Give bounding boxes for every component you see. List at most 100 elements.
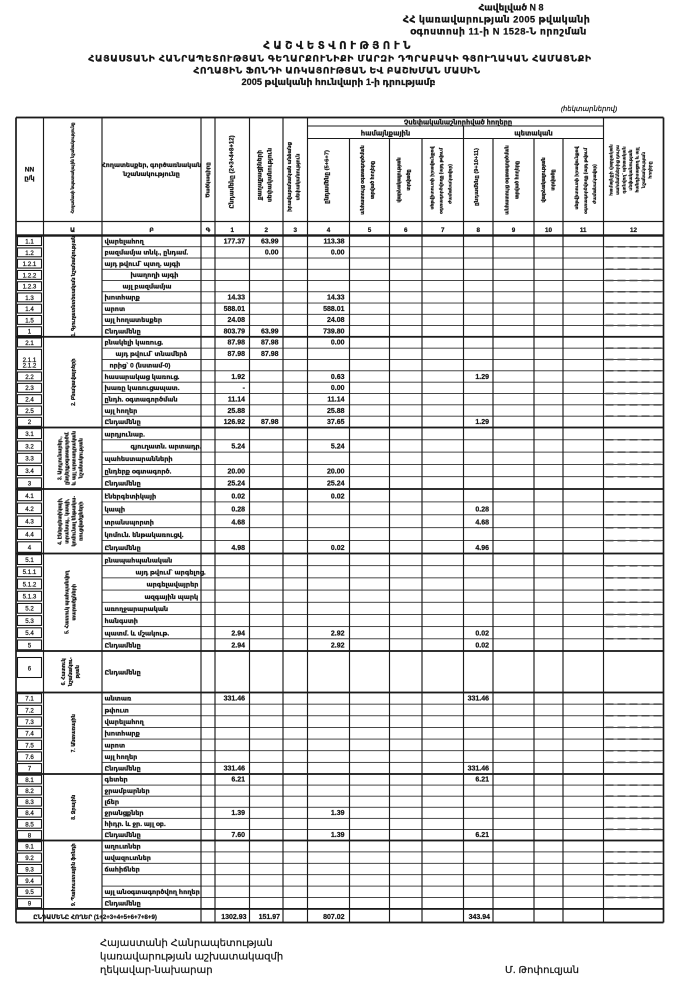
svg-text:12: 12 — [630, 227, 638, 234]
svg-text:20.00: 20.00 — [227, 468, 245, 475]
svg-text:1.2.2: 1.2.2 — [23, 272, 37, 279]
svg-text:0.00: 0.00 — [331, 250, 345, 257]
svg-text:2: 2 — [28, 419, 32, 426]
svg-text:Հողամասի նպատակային նշանակությ: Հողամասի նպատակային նշանակությունը — [70, 122, 75, 213]
svg-text:բնակելի կառուց.: բնակելի կառուց. — [105, 340, 164, 347]
svg-text:8.3: 8.3 — [25, 799, 34, 806]
svg-text:այդ թվում` պտղ. այգի: այդ թվում` պտղ. այգի — [105, 261, 181, 268]
svg-text:10: 10 — [545, 227, 553, 234]
svg-text:11: 11 — [580, 227, 587, 234]
svg-text:2.92: 2.92 — [331, 643, 345, 650]
svg-text:լճեր: լճեր — [105, 799, 120, 806]
svg-text:աղուտներ: աղուտներ — [105, 844, 141, 851]
svg-text:ռուցվածքների: ռուցվածքների — [79, 502, 85, 541]
svg-text:151.97: 151.97 — [259, 914, 281, 921]
svg-text:9.5: 9.5 — [25, 889, 34, 896]
svg-text:սերվիտուտի իրավունքով: սերվիտուտի իրավունքով — [430, 146, 435, 210]
svg-text:1.1: 1.1 — [25, 239, 34, 246]
svg-text:Ընդամենը: Ընդամենը — [105, 832, 141, 839]
svg-text:4.68: 4.68 — [231, 519, 245, 526]
svg-text:0.02: 0.02 — [475, 630, 489, 637]
svg-text:331.46: 331.46 — [224, 766, 246, 773]
svg-text:343.94: 343.94 — [469, 914, 491, 921]
svg-text:օգտագործվողը (այդ թվում: օգտագործվողը (այդ թվում — [439, 147, 444, 214]
svg-text:1.29: 1.29 — [475, 419, 489, 426]
svg-text:համայնքի վարչական: համայնքի վարչական — [609, 144, 614, 196]
svg-text:5.1.1: 5.1.1 — [23, 569, 37, 576]
svg-text:7: 7 — [441, 227, 445, 234]
svg-text:9.4: 9.4 — [25, 878, 34, 885]
svg-text:8.2: 8.2 — [25, 788, 34, 795]
svg-text:ավազուտներ: ավազուտներ — [105, 855, 151, 862]
svg-text:4: 4 — [327, 227, 331, 234]
svg-text:0.02: 0.02 — [331, 494, 345, 501]
svg-text:ընդամենը (9+10+11): ընդամենը (9+10+11) — [474, 148, 480, 206]
svg-text:Ընդամենը: Ընդամենը — [105, 419, 141, 426]
svg-text:ՀՀ կառավարության 2005 թվականի: ՀՀ կառավարության 2005 թվականի — [403, 14, 590, 25]
svg-text:6. Հատուկ: 6. Հատուկ — [61, 658, 67, 685]
svg-text:համայնքային: համայնքային — [361, 130, 411, 137]
svg-text:1.29: 1.29 — [475, 374, 489, 381]
svg-text:կոմունալ ենթակա-: կոմունալ ենթակա- — [72, 496, 78, 547]
svg-text:9: 9 — [28, 901, 32, 908]
svg-text:331.46: 331.46 — [468, 696, 490, 703]
svg-text:8: 8 — [476, 227, 480, 234]
svg-text:Ա: Ա — [70, 227, 75, 234]
svg-text:7.4: 7.4 — [25, 731, 34, 738]
svg-text:87.98: 87.98 — [261, 351, 279, 358]
svg-text:3.4: 3.4 — [25, 468, 34, 475]
svg-text:տրված հողերը: տրված հողերը — [370, 161, 376, 199]
svg-text:Հ Ա Շ Վ Ե Տ Վ Ո Ւ Թ Յ Ո Ւ Ն: Հ Ա Շ Վ Ե Տ Վ Ո Ւ Թ Յ Ո Ւ Ն — [263, 41, 411, 52]
svg-text:1.39: 1.39 — [231, 810, 245, 817]
svg-text:177.37: 177.37 — [224, 238, 246, 245]
svg-text:1.2.1: 1.2.1 — [23, 261, 37, 268]
svg-text:25.88: 25.88 — [327, 408, 345, 415]
svg-text:2005 թվականի հունվարի 1-ի դրու: 2005 թվականի հունվարի 1-ի դրությամբ — [242, 77, 436, 87]
svg-text:63.99: 63.99 — [261, 238, 279, 245]
svg-text:4.1: 4.1 — [25, 493, 34, 500]
svg-text:24.08: 24.08 — [227, 317, 245, 324]
svg-text:11.14: 11.14 — [228, 396, 245, 403]
svg-text:14.33: 14.33 — [327, 295, 345, 302]
svg-text:ընդերքօգտագործմ.: ընդերքօգտագործմ. — [65, 431, 71, 485]
svg-text:8.5: 8.5 — [25, 821, 34, 828]
svg-text:նշանակու-: նշանակու- — [68, 657, 74, 687]
svg-text:1.3: 1.3 — [25, 295, 34, 302]
svg-text:NN: NN — [25, 167, 35, 174]
svg-text:արոտ: արոտ — [105, 742, 126, 749]
svg-text:5. Հատուկ պահպանվող: 5. Հատուկ պահպանվող — [65, 570, 71, 634]
svg-text:25.88: 25.88 — [227, 408, 245, 415]
svg-text:տրանսպորտի: տրանսպորտի — [105, 519, 154, 526]
svg-text:բնապահպանական: բնապահպանական — [105, 557, 173, 564]
svg-text:331.46: 331.46 — [224, 696, 246, 703]
svg-text:թյան: թյան — [75, 665, 81, 678]
svg-text:2.1.1: 2.1.1 — [23, 357, 37, 364]
svg-text:գտնվող` պետական: գտնվող` պետական — [622, 146, 627, 193]
svg-text:4.68: 4.68 — [475, 519, 489, 526]
svg-text:հողերը: հողերը — [648, 161, 653, 178]
svg-text:5: 5 — [28, 642, 32, 649]
svg-text:հանգստի: հանգստի — [105, 618, 138, 625]
svg-text:6.21: 6.21 — [231, 777, 245, 784]
svg-text:ընդերք օգտագործ.: ընդերք օգտագործ. — [105, 468, 172, 475]
svg-text:ՀԱՅԱՍՏԱՆԻ ՀԱՆՐԱՊԵՏՈՒԹՅԱՆ ԳԵՂԱՐ: ՀԱՅԱՍՏԱՆԻ ՀԱՆՐԱՊԵՏՈՒԹՅԱՆ ԳԵՂԱՐՔՈՒՆԻՔԻ ՄԱ… — [88, 54, 591, 64]
svg-text:11.14: 11.14 — [327, 396, 344, 403]
svg-text:իրավաբանական անձանց: իրավաբանական անձանց — [287, 142, 293, 212]
svg-text:կոմուն. ենթակառուցվ.: կոմուն. ենթակառուցվ. — [105, 532, 184, 539]
svg-text:ընդհ. օգտագործման: ընդհ. օգտագործման — [105, 396, 178, 403]
svg-text:87.98: 87.98 — [227, 351, 245, 358]
svg-text:7.2: 7.2 — [25, 707, 34, 714]
svg-text:5.24: 5.24 — [231, 444, 245, 451]
svg-text:2.1: 2.1 — [25, 340, 34, 347]
svg-text:7: 7 — [28, 766, 32, 773]
svg-text:ժամանակավոր): ժամանակավոր) — [592, 164, 597, 204]
svg-text:արգելավայրեր: արգելավայրեր — [147, 582, 199, 589]
svg-text:8.4: 8.4 — [25, 810, 34, 817]
svg-text:ժամանակավոր): ժամանակավոր) — [448, 164, 453, 204]
svg-text:1.2.3: 1.2.3 — [23, 284, 37, 291]
svg-text:8. Ջրային: 8. Ջրային — [71, 795, 77, 820]
svg-text:նշանակության: նշանակության — [79, 438, 85, 479]
svg-text:և այլ արտադրական: և այլ արտադրական — [72, 431, 78, 485]
svg-text:2.92: 2.92 — [331, 630, 345, 637]
svg-text:այլ հողատեսքեր: այլ հողատեսքեր — [105, 317, 163, 324]
